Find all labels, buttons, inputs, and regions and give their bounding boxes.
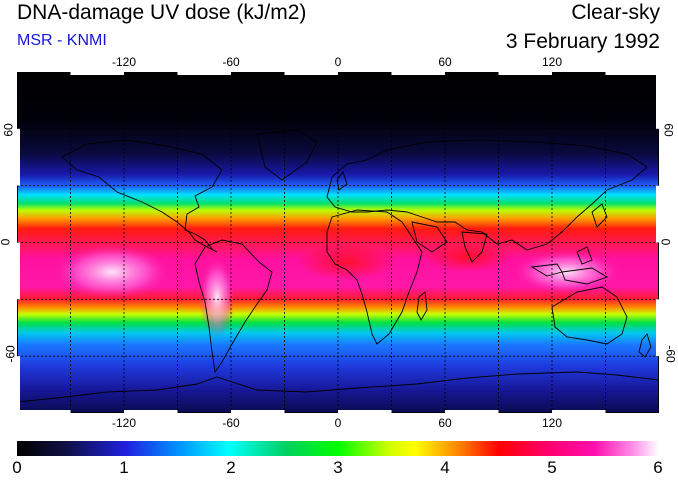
lat-tick-right: -60 — [663, 345, 678, 363]
lat-tick-left: 0 — [0, 239, 12, 246]
colorbar-label: 3 — [333, 458, 343, 477]
colorbar — [17, 441, 659, 456]
lon-tick-top: 0 — [334, 55, 342, 69]
cloudless-atlantic — [297, 244, 397, 280]
cloudless-indian-ocean — [422, 242, 512, 272]
lat-tick-left: 60 — [1, 123, 16, 137]
colorbar-label: 6 — [653, 458, 663, 477]
colorbar-label: 5 — [547, 458, 557, 477]
source-label: MSR - KNMI — [17, 32, 107, 49]
uv-dose-map — [17, 72, 659, 413]
colorbar-label: 0 — [12, 458, 22, 477]
date-label: 3 February 1992 — [505, 30, 660, 53]
lat-tick-left: -60 — [3, 345, 18, 363]
lon-tick-top: -60 — [222, 55, 240, 69]
lat-tick-right: 60 — [661, 123, 676, 137]
graticule — [17, 72, 659, 413]
lat-tick-right: 0 — [658, 238, 673, 246]
lon-tick-top: 60 — [438, 55, 452, 69]
lon-tick-bottom: 0 — [334, 416, 342, 430]
frame-scale-marks — [17, 72, 659, 413]
lon-tick-top: -120 — [111, 55, 137, 69]
lon-tick-bottom: -60 — [222, 416, 240, 430]
high-dose-andes — [199, 257, 235, 337]
lon-tick-bottom: 60 — [438, 416, 452, 430]
lon-tick-top: 120 — [541, 55, 563, 69]
high-dose-indonesia — [512, 250, 622, 294]
lon-tick-bottom: 120 — [541, 416, 563, 430]
colorbar-label: 1 — [119, 458, 129, 477]
colorbar-label: 4 — [440, 458, 450, 477]
lon-tick-bottom: -120 — [111, 416, 137, 430]
coastlines — [17, 129, 659, 403]
colorbar-label: 2 — [226, 458, 236, 477]
high-dose-pacific — [52, 244, 172, 300]
map-title: DNA-damage UV dose (kJ/m2) — [17, 1, 307, 24]
sky-condition-label: Clear-sky — [571, 1, 660, 24]
colorbar-gradient — [17, 441, 659, 456]
